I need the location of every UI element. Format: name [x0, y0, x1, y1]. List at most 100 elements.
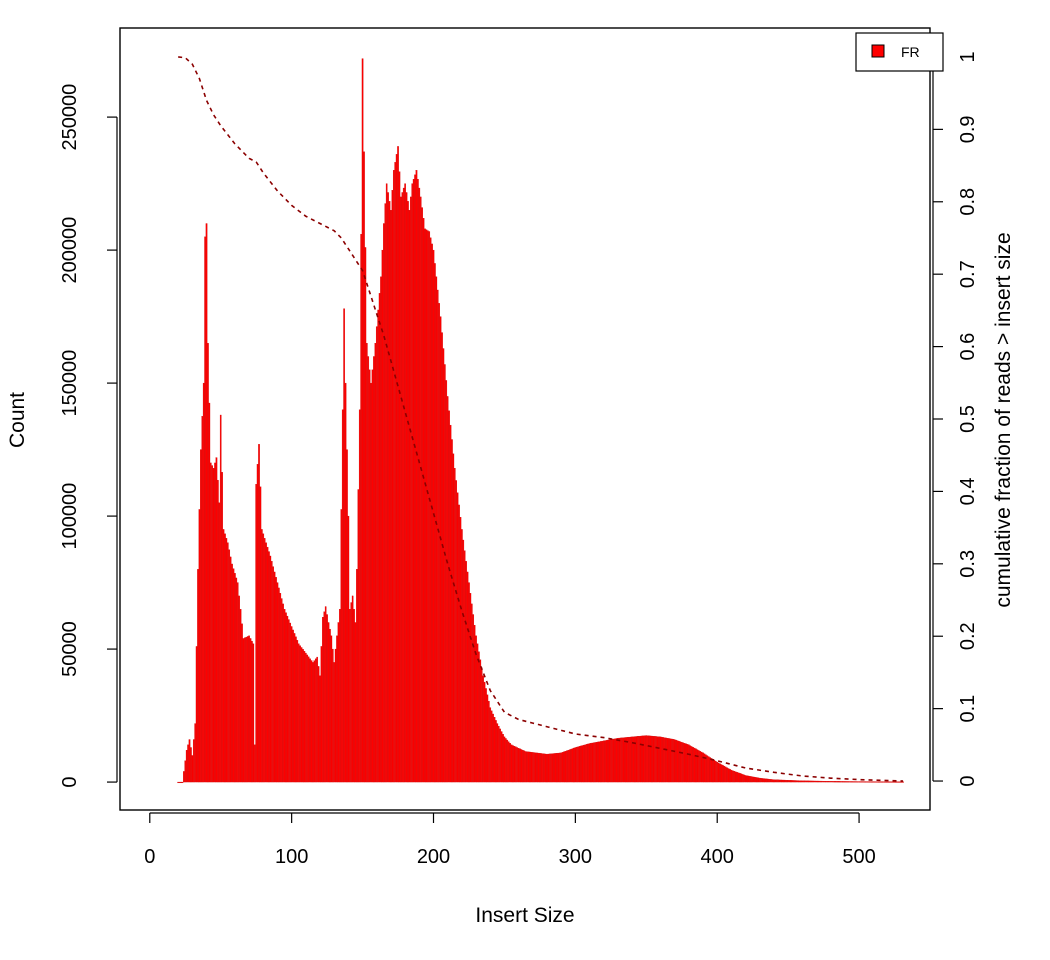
histogram-bar: [320, 646, 323, 783]
histogram-bar: [394, 162, 396, 783]
histogram-bar: [736, 772, 738, 783]
histogram-bar: [549, 753, 551, 783]
histogram-bar: [621, 737, 623, 783]
histogram-bar: [361, 58, 364, 783]
histogram-bar: [540, 753, 543, 783]
histogram-bar: [309, 658, 311, 783]
histogram-bar: [902, 781, 904, 783]
histogram-bar: [418, 187, 421, 783]
histogram-bar: [490, 710, 493, 783]
histogram-bar: [422, 218, 425, 783]
histogram-bar: [270, 561, 273, 783]
histogram-bar: [314, 658, 317, 783]
histogram-bar: [551, 753, 554, 783]
histogram-bar: [715, 761, 717, 783]
histogram-bar: [641, 735, 643, 783]
histogram-bar: [863, 781, 866, 783]
histogram-bar: [655, 736, 658, 783]
histogram-bar: [676, 740, 679, 783]
histogram-bar: [682, 742, 684, 783]
histogram-bar: [404, 183, 406, 783]
histogram-bar: [773, 779, 775, 783]
histogram-bar: [578, 746, 581, 783]
histogram-bar: [200, 449, 202, 783]
histogram-bar: [844, 781, 846, 783]
histogram-bar: [593, 742, 595, 783]
histogram-bar: [794, 780, 797, 783]
histogram-bar: [771, 779, 774, 783]
histogram-bar: [896, 781, 899, 783]
histogram-bar: [375, 326, 378, 783]
histogram-bar: [564, 751, 567, 783]
y-tick-label: 100000: [59, 483, 81, 550]
histogram-bar: [343, 308, 345, 783]
histogram-bar: [483, 681, 486, 783]
histogram-bar: [879, 781, 882, 783]
histogram-bar: [527, 751, 530, 783]
histogram-bar: [468, 582, 470, 783]
histogram-bar: [509, 743, 511, 783]
histogram-bar: [680, 742, 683, 783]
histogram-bar: [225, 538, 228, 783]
histogram-bar: [524, 751, 527, 783]
histogram-bar: [265, 542, 267, 783]
histogram-bar: [410, 196, 412, 783]
histogram-bar: [307, 656, 310, 783]
histogram-bar: [732, 770, 734, 783]
histogram-bar: [428, 231, 431, 783]
histogram-bar: [534, 752, 537, 783]
histogram-bar: [310, 660, 313, 783]
histogram-bar: [811, 780, 814, 783]
histogram-bar: [761, 778, 764, 783]
histogram-bar: [554, 753, 557, 783]
histogram-bar: [507, 741, 510, 783]
histogram-bar: [822, 780, 825, 783]
histogram-bar: [652, 736, 655, 783]
histogram-bar: [218, 502, 221, 783]
histogram-bar: [758, 777, 761, 783]
histogram-bar: [192, 739, 195, 783]
histogram-bar: [363, 151, 365, 783]
histogram-bar: [451, 439, 453, 783]
histogram-bar: [825, 781, 828, 783]
histogram-bar: [384, 203, 387, 783]
histogram-bar: [807, 780, 809, 783]
histogram-bar: [746, 775, 748, 783]
histogram-bar: [849, 781, 852, 783]
histogram-bar: [499, 728, 501, 783]
histogram-bar: [300, 647, 303, 783]
histogram-bar: [377, 309, 379, 783]
histogram-bar: [717, 762, 720, 783]
histogram-bar: [546, 753, 548, 783]
histogram-bar: [253, 744, 256, 783]
histogram-bar: [588, 743, 591, 783]
histogram-bar: [622, 737, 625, 783]
histogram-bar: [774, 779, 777, 783]
histogram-bar: [585, 744, 588, 783]
histogram-bar: [665, 737, 667, 783]
histogram-bar: [561, 752, 564, 783]
histogram-bar: [544, 753, 547, 783]
histogram-bar: [395, 154, 398, 783]
histogram-bar: [319, 675, 321, 783]
histogram-bar: [445, 380, 448, 783]
histogram-bar: [514, 746, 517, 783]
histogram-bar: [288, 619, 290, 783]
histogram-bar: [627, 737, 629, 783]
histogram-bar: [573, 747, 575, 783]
histogram-bar: [567, 750, 570, 783]
histogram-bar: [753, 776, 755, 783]
histogram-bar: [821, 780, 823, 783]
histogram-bar: [496, 723, 499, 783]
histogram-bar: [601, 740, 604, 783]
histogram-bar: [461, 529, 463, 783]
y-tick-label: 150000: [59, 350, 81, 417]
histogram-bar: [590, 743, 592, 783]
histogram-bar: [605, 740, 608, 783]
x-tick-label: 400: [701, 846, 734, 868]
histogram-bar: [245, 636, 248, 783]
histogram-bar: [202, 382, 205, 783]
histogram-bar: [777, 779, 780, 783]
histogram-bar: [700, 751, 703, 783]
histogram-bar: [495, 720, 497, 783]
